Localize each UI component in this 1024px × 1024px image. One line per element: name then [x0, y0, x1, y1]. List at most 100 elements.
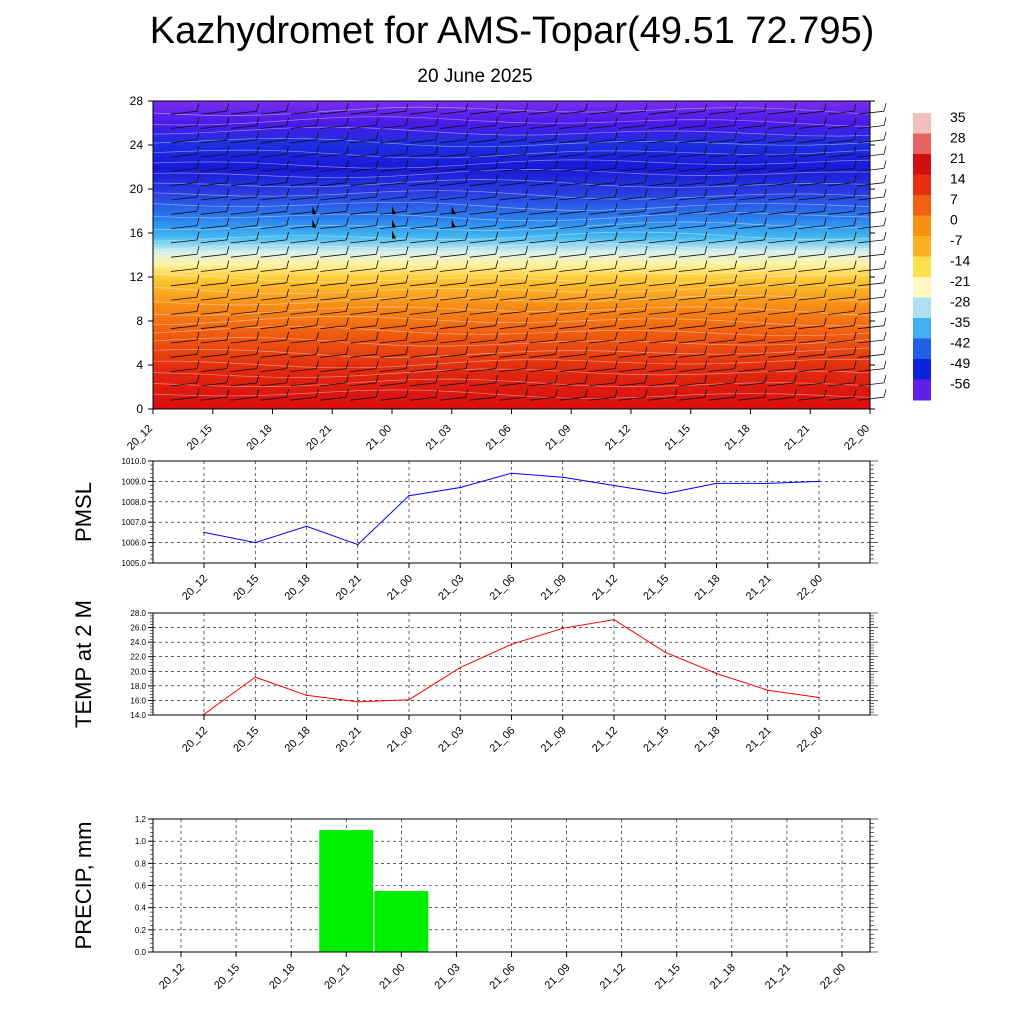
x-tick-label: 21_21	[744, 573, 774, 603]
wind-barb	[828, 274, 857, 287]
wind-barb	[678, 246, 708, 258]
wind-barb	[320, 188, 349, 201]
wind-barb-flag	[196, 274, 200, 283]
wind-barb-flag	[734, 289, 738, 298]
wind-barb-flag	[375, 317, 379, 326]
wind-barb-shaft	[768, 382, 795, 387]
wind-barb-shaft	[170, 311, 198, 315]
wind-barb-shaft	[768, 110, 795, 115]
wind-barb-flag	[226, 160, 230, 169]
contour-line	[152, 169, 871, 179]
wind-barb-flag	[375, 360, 379, 369]
wind-barb-shaft	[260, 153, 287, 158]
wind-barb	[170, 174, 200, 187]
wind-barb-shaft	[857, 396, 885, 401]
wind-barb	[439, 231, 469, 244]
wind-barb	[469, 360, 499, 372]
wind-barb-flag	[345, 160, 349, 169]
wind-barb	[828, 374, 857, 387]
wind-barb	[320, 131, 349, 144]
contour-line	[152, 253, 871, 264]
wind-barb-shaft	[738, 339, 765, 344]
wind-barb-flag	[674, 289, 678, 298]
panel-frame	[152, 460, 871, 564]
wind-barb-flag	[345, 188, 349, 198]
wind-barb-shaft	[320, 182, 347, 187]
wind-barb	[499, 389, 528, 401]
wind-barb-shaft	[290, 110, 317, 115]
wind-barb	[409, 317, 439, 330]
heavy-wind-pennant	[451, 206, 456, 215]
wind-barb-flag	[764, 317, 767, 326]
wind-barb-flag	[674, 217, 678, 226]
wind-barb	[170, 188, 200, 201]
wind-barb-shaft	[469, 382, 496, 387]
wind-barb-shaft	[170, 268, 198, 272]
wind-barb-shaft	[529, 153, 556, 158]
wind-barb-flag	[734, 231, 738, 240]
wind-barb-flag	[495, 103, 499, 112]
wind-barb-flag	[883, 331, 887, 341]
wind-barb-shaft	[708, 253, 735, 258]
wind-barb-shaft	[380, 182, 407, 187]
wind-barb-flag	[345, 303, 349, 312]
wind-barb-flag	[345, 174, 349, 183]
wind-barb-flag	[823, 360, 827, 369]
x-tick-label: 20_12	[157, 962, 187, 992]
wind-barb-shaft	[857, 268, 885, 272]
wind-barb	[290, 231, 319, 244]
wind-barb-flag	[674, 188, 678, 198]
wind-barb-flag	[555, 103, 558, 112]
wind-barb-shaft	[857, 253, 885, 258]
wind-barb-shaft	[230, 382, 257, 387]
wind-barb-shaft	[290, 225, 317, 229]
wind-barb-flag	[405, 260, 409, 269]
wind-barb-shaft	[499, 368, 526, 372]
wind-barb-shaft	[200, 268, 227, 272]
wind-barb-shaft	[798, 168, 825, 172]
contour-line	[152, 242, 871, 252]
wind-barb-shaft	[350, 282, 377, 287]
wind-barb-shaft	[648, 168, 675, 172]
wind-barb	[678, 289, 708, 301]
wind-barb	[828, 260, 857, 272]
wind-barb	[618, 188, 648, 201]
wind-barb-shaft	[559, 110, 586, 115]
wind-barb-shaft	[350, 396, 377, 401]
wind-barb	[529, 374, 558, 387]
wind-barb-flag	[734, 146, 738, 155]
wind-barb-shaft	[469, 139, 496, 144]
wind-barb-shaft	[678, 168, 705, 172]
y-tick-label: 1.2	[135, 815, 147, 824]
wind-barb-flag	[704, 131, 708, 140]
wind-barb-flag	[435, 346, 439, 355]
wind-barb-shaft	[380, 110, 407, 115]
wind-barb-shaft	[380, 368, 407, 372]
wind-barb	[738, 174, 767, 187]
wind-barb-shaft	[439, 339, 466, 344]
colorbar-swatch	[913, 297, 931, 319]
wind-barb-shaft	[648, 110, 675, 115]
wind-barb-flag	[764, 188, 767, 198]
wind-barb-shaft	[200, 125, 227, 129]
wind-barb-flag	[405, 188, 409, 198]
wind-barb-shaft	[409, 210, 437, 215]
wind-barb	[469, 188, 499, 201]
wind-barb-flag	[764, 117, 767, 126]
wind-barb-flag	[375, 131, 379, 140]
x-tick-label: 20_12	[180, 573, 210, 603]
wind-barb	[768, 317, 797, 330]
wind-barb	[648, 203, 678, 215]
wind-barb-shaft	[738, 382, 765, 387]
wind-barb	[200, 331, 230, 344]
wind-barb	[260, 160, 289, 172]
wind-barb	[678, 260, 708, 272]
wind-barb-flag	[734, 360, 738, 369]
wind-barb	[828, 246, 857, 258]
wind-barb	[230, 117, 260, 129]
wind-barb-flag	[525, 217, 528, 226]
wind-barb-flag	[734, 131, 738, 140]
wind-barb-flag	[853, 131, 857, 140]
wind-barb	[828, 174, 857, 187]
wind-barb-flag	[345, 217, 349, 226]
